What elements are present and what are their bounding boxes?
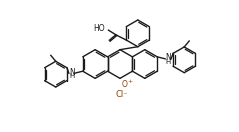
Text: Cl⁻: Cl⁻ [116,90,128,99]
Text: N: N [69,68,75,77]
Text: H: H [166,59,171,65]
Text: HO: HO [93,24,104,33]
Text: +: + [127,79,132,84]
Text: H: H [69,73,75,79]
Text: N: N [165,53,171,62]
Text: O: O [122,80,128,89]
